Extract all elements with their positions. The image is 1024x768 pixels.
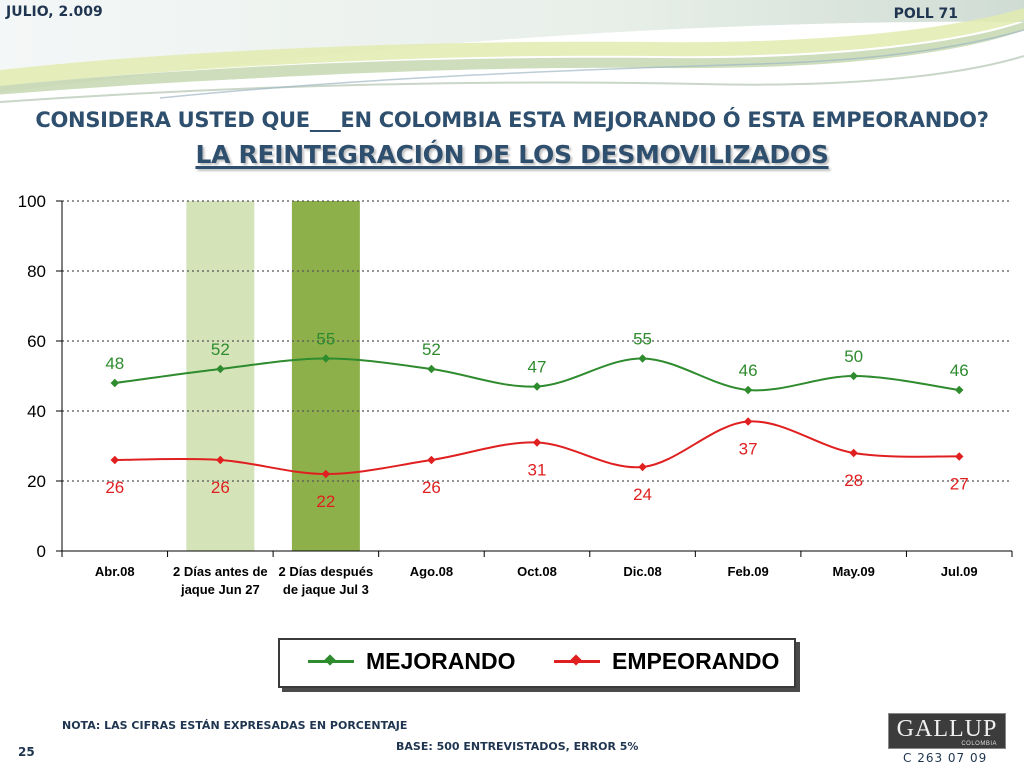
data-label-mejorando-4: 47 xyxy=(528,358,547,377)
point-mejorando-4 xyxy=(532,382,542,391)
data-label-empeorando-0: 26 xyxy=(105,478,124,497)
y-tick-label-20: 20 xyxy=(27,472,46,491)
point-empeorando-0 xyxy=(110,455,120,465)
point-empeorando-2 xyxy=(321,469,331,479)
data-label-empeorando-6: 37 xyxy=(739,440,758,459)
highlight-band-1 xyxy=(291,201,360,551)
y-tick-label-80: 80 xyxy=(27,262,46,281)
y-tick-label-60: 60 xyxy=(27,332,46,351)
legend-item-mejorando: MEJORANDO xyxy=(308,648,516,675)
legend-swatch-mejorando xyxy=(308,654,354,666)
chart-legend: MEJORANDO EMPEORANDO xyxy=(278,638,796,688)
sample-base: BASE: 500 ENTREVISTADOS, ERROR 5% xyxy=(396,740,639,753)
data-label-mejorando-3: 52 xyxy=(422,340,441,359)
legend-swatch-empeorando xyxy=(554,654,600,666)
legend-label-mejorando: MEJORANDO xyxy=(366,648,516,674)
logo-text: GALLUP xyxy=(896,716,998,742)
point-empeorando-3 xyxy=(427,455,436,465)
point-mejorando-7 xyxy=(849,371,858,381)
document-code: C 263 07 09 xyxy=(903,751,988,765)
data-label-empeorando-7: 28 xyxy=(844,471,863,490)
x-tick-label-3: Ago.08 xyxy=(410,564,453,579)
data-label-mejorando-8: 46 xyxy=(950,361,969,380)
data-label-mejorando-7: 50 xyxy=(844,347,863,366)
gallup-logo: GALLUP COLOMBIA xyxy=(888,713,1006,749)
data-label-empeorando-4: 31 xyxy=(528,461,547,480)
subject-title: LA REINTEGRACIÓN DE LOS DESMOVILIZADOS xyxy=(0,140,1024,169)
y-tick-label-100: 100 xyxy=(18,192,46,211)
x-tick-label-6: Feb.09 xyxy=(728,564,769,579)
point-mejorando-5 xyxy=(638,354,647,363)
legend-item-empeorando: EMPEORANDO xyxy=(554,648,779,675)
data-label-mejorando-6: 46 xyxy=(739,361,758,380)
data-label-empeorando-8: 27 xyxy=(950,475,969,494)
point-mejorando-8 xyxy=(954,385,964,395)
point-mejorando-6 xyxy=(743,385,753,395)
subject-title-text: LA REINTEGRACIÓN DE LOS DESMOVILIZADOS xyxy=(195,140,829,169)
point-mejorando-3 xyxy=(427,364,436,374)
point-empeorando-8 xyxy=(954,452,964,461)
x-tick-label-0: Abr.08 xyxy=(95,564,135,579)
page-number: 25 xyxy=(18,745,35,759)
logo-subtext: COLOMBIA xyxy=(961,741,997,747)
highlight-band-0 xyxy=(186,201,255,551)
point-empeorando-5 xyxy=(638,462,647,472)
data-label-mejorando-1: 52 xyxy=(211,340,230,359)
data-label-mejorando-0: 48 xyxy=(105,354,124,373)
data-label-empeorando-1: 26 xyxy=(211,478,230,497)
point-empeorando-6 xyxy=(743,417,753,426)
x-tick-label-5: Dic.08 xyxy=(623,564,661,579)
y-tick-label-40: 40 xyxy=(27,402,46,421)
header-banner xyxy=(0,0,1024,103)
x-tick-label-8: Jul.09 xyxy=(941,564,978,579)
x-tick-label-2-1: de jaque Jul 3 xyxy=(283,582,369,597)
question-title: CONSIDERA USTED QUE___EN COLOMBIA ESTA M… xyxy=(35,108,989,132)
poll-number: POLL 71 xyxy=(893,6,958,22)
data-label-empeorando-3: 26 xyxy=(422,478,441,497)
x-tick-label-1-0: 2 Días antes de xyxy=(173,564,268,579)
x-tick-label-1-1: jaque Jun 27 xyxy=(180,582,260,597)
report-date: JULIO, 2.009 xyxy=(6,4,103,20)
x-tick-label-7: May.09 xyxy=(832,564,874,579)
legend-label-empeorando: EMPEORANDO xyxy=(612,648,780,674)
point-mejorando-0 xyxy=(110,378,120,388)
y-tick-label-0: 0 xyxy=(37,542,46,561)
line-chart: 0 20 40 60 80 100 Abr.08 2 Días antes de jaque J… xyxy=(18,192,1013,597)
point-empeorando-7 xyxy=(849,448,858,458)
point-empeorando-1 xyxy=(216,455,225,465)
data-label-empeorando-2: 22 xyxy=(316,492,335,511)
data-label-mejorando-5: 55 xyxy=(633,330,652,349)
x-tick-label-4: Oct.08 xyxy=(517,564,557,579)
x-tick-label-2-0: 2 Días después xyxy=(279,564,374,579)
point-empeorando-4 xyxy=(532,438,542,447)
data-label-mejorando-2: 55 xyxy=(316,330,335,349)
footnote: NOTA: LAS CIFRAS ESTÁN EXPRESADAS EN POR… xyxy=(62,719,408,732)
point-mejorando-1 xyxy=(216,364,225,374)
point-mejorando-2 xyxy=(321,354,331,363)
data-label-empeorando-5: 24 xyxy=(633,485,652,504)
